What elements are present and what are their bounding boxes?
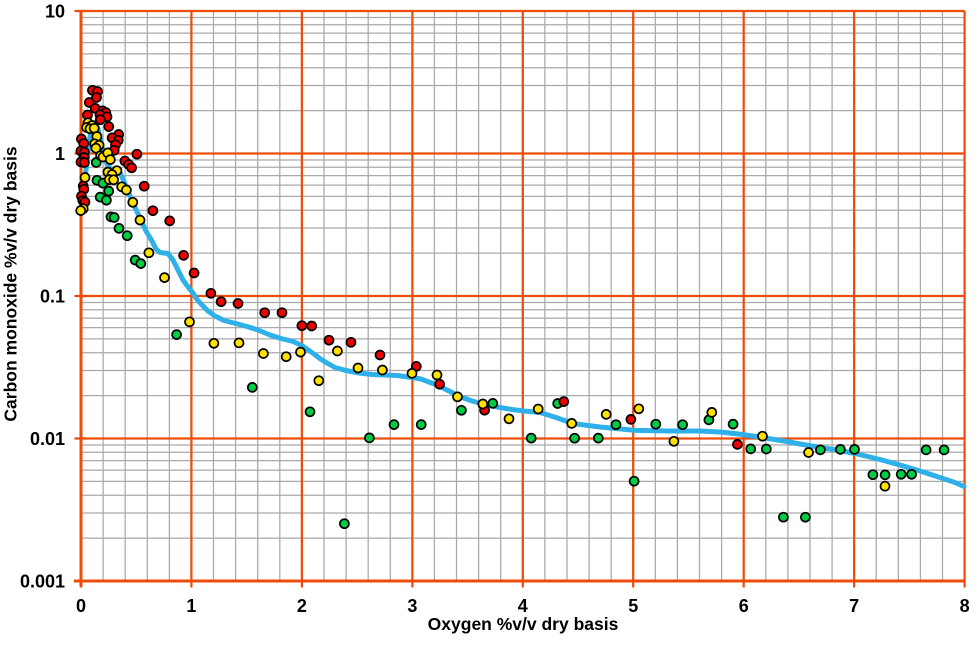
svg-text:8: 8 xyxy=(960,596,970,616)
svg-text:Oxygen %v/v dry basis: Oxygen %v/v dry basis xyxy=(428,614,619,634)
svg-text:4: 4 xyxy=(518,596,528,616)
svg-text:1: 1 xyxy=(186,596,196,616)
svg-text:10: 10 xyxy=(45,2,65,22)
svg-text:0.1: 0.1 xyxy=(40,287,65,307)
svg-text:Carbon monoxide %v/v dry basis: Carbon monoxide %v/v dry basis xyxy=(1,146,21,421)
svg-text:7: 7 xyxy=(849,596,859,616)
svg-text:0.001: 0.001 xyxy=(20,572,65,592)
svg-text:2: 2 xyxy=(297,596,307,616)
svg-text:1: 1 xyxy=(55,144,65,164)
svg-text:0: 0 xyxy=(76,596,86,616)
svg-text:5: 5 xyxy=(628,596,638,616)
svg-text:0.01: 0.01 xyxy=(30,429,65,449)
svg-text:3: 3 xyxy=(407,596,417,616)
svg-text:6: 6 xyxy=(739,596,749,616)
